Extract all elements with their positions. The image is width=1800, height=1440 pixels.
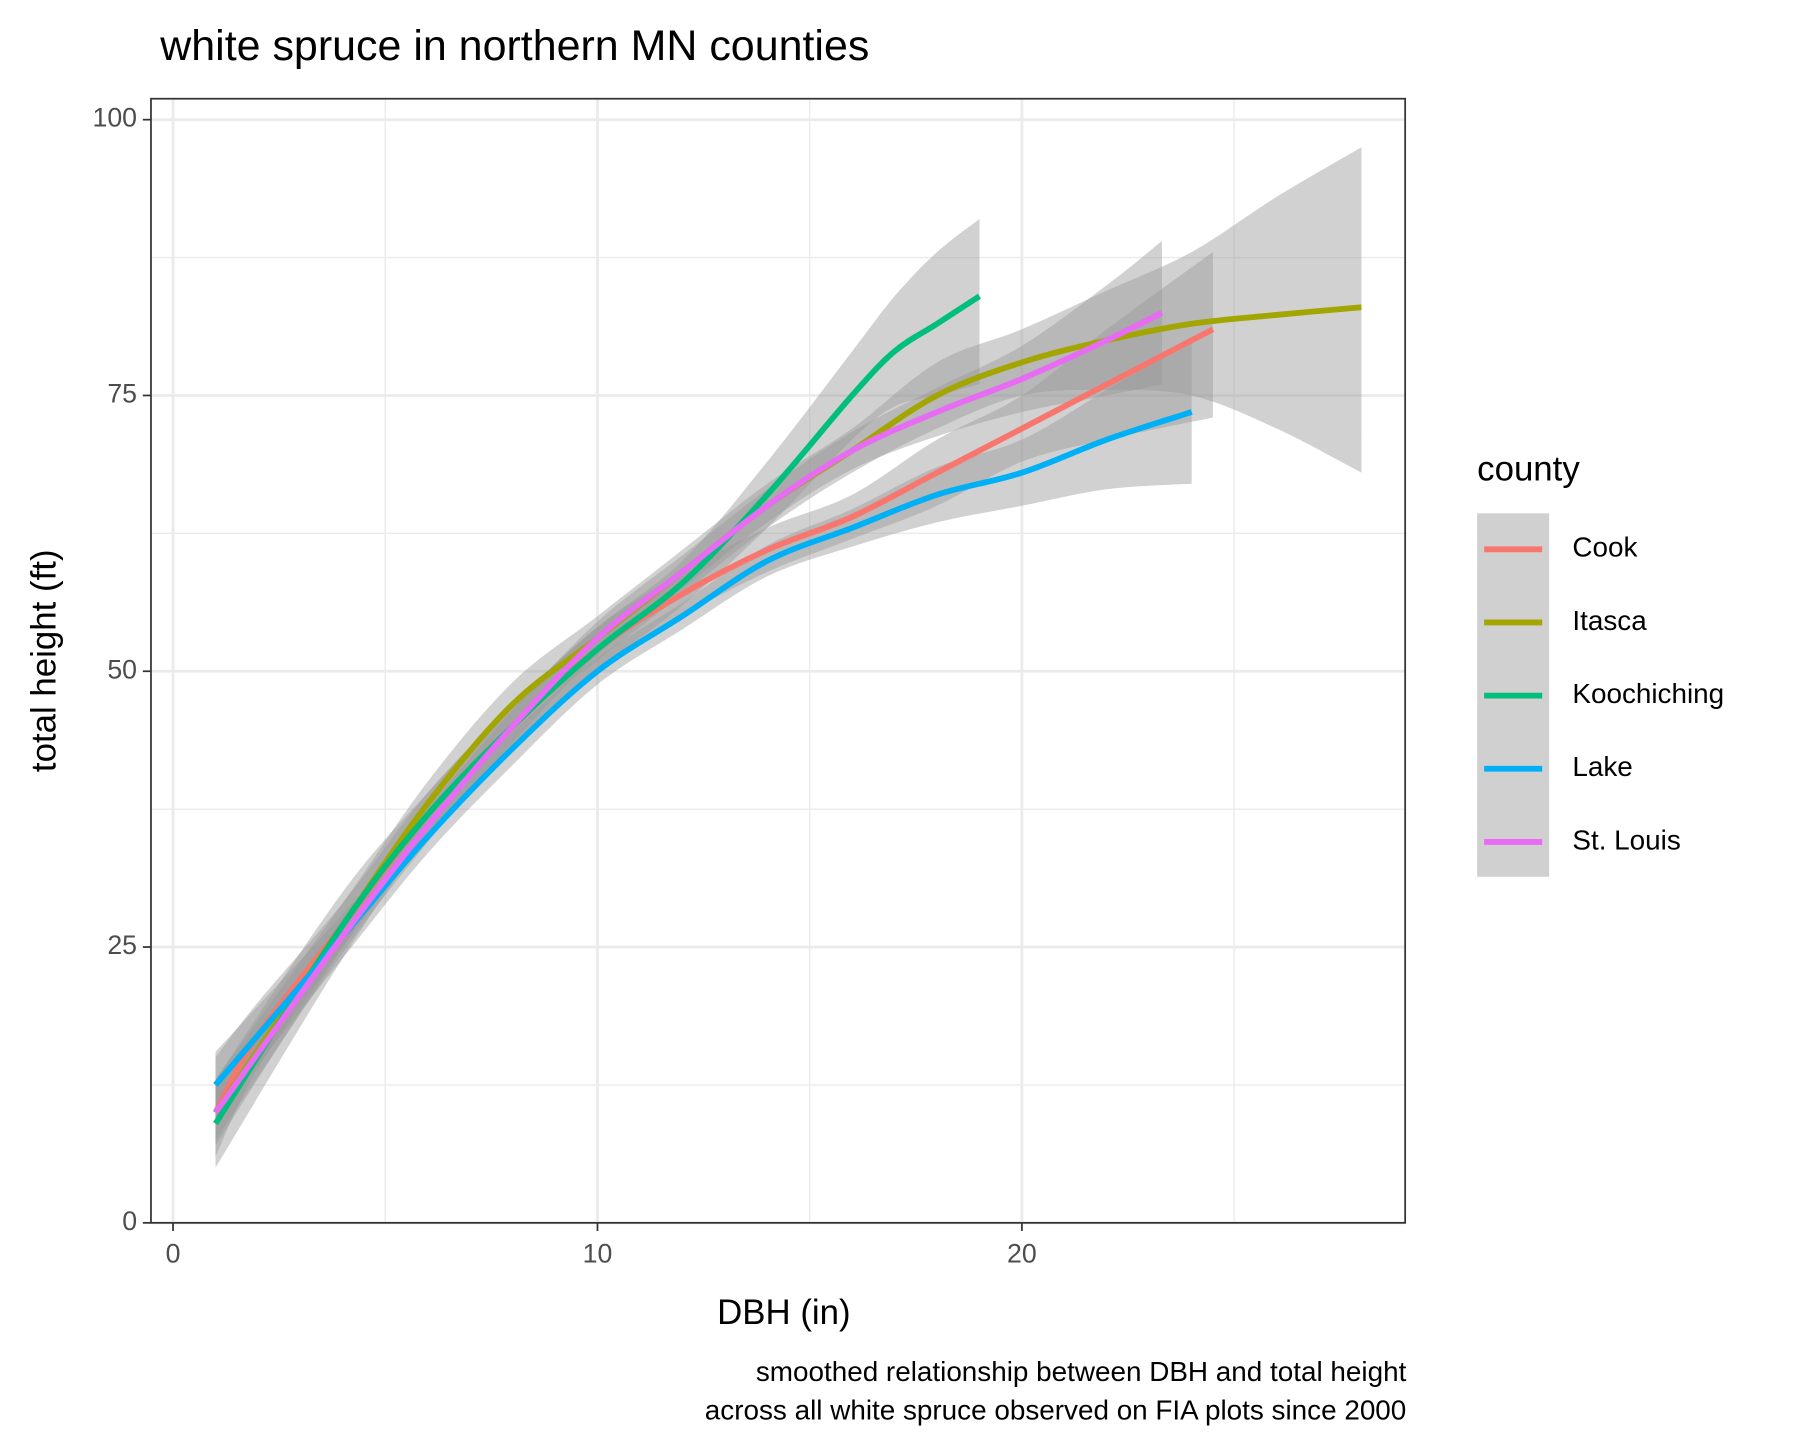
caption: across all white spruce observed on FIA … xyxy=(705,1394,1407,1425)
x-tick-label: 10 xyxy=(583,1238,613,1268)
confidence-band xyxy=(215,218,980,1168)
smooth-line xyxy=(213,310,1164,1115)
smooth-line xyxy=(213,409,1193,1087)
confidence-band xyxy=(215,252,1213,1157)
y-tick-label: 25 xyxy=(107,930,137,960)
x-axis-label: DBH (in) xyxy=(717,1293,851,1332)
legend-label: St. Louis xyxy=(1572,824,1680,855)
legend-label: Itasca xyxy=(1572,605,1647,636)
chart-title: white spruce in northern MN counties xyxy=(159,22,869,70)
lines xyxy=(212,293,1362,1126)
x-tick-label: 0 xyxy=(166,1238,181,1268)
confidence-band xyxy=(215,147,1362,1146)
y-tick-label: 0 xyxy=(122,1206,137,1236)
smooth-line xyxy=(213,293,982,1126)
x-tick-label: 20 xyxy=(1007,1238,1037,1268)
panel-border xyxy=(150,97,1407,1224)
y-tick-label: 75 xyxy=(107,379,137,409)
y-tick-label: 50 xyxy=(107,654,137,684)
legend-label: Lake xyxy=(1572,751,1632,782)
y-tick-label: 100 xyxy=(93,103,138,133)
confidence-band xyxy=(215,340,1192,1119)
caption: smoothed relationship between DBH and to… xyxy=(756,1356,1407,1387)
bands xyxy=(215,147,1362,1168)
confidence-band xyxy=(215,241,1162,1141)
legend-title: county xyxy=(1477,450,1580,489)
legend-label: Cook xyxy=(1572,532,1637,563)
y-axis-label: total height (ft) xyxy=(25,549,64,772)
legend-label: Koochiching xyxy=(1572,678,1724,709)
